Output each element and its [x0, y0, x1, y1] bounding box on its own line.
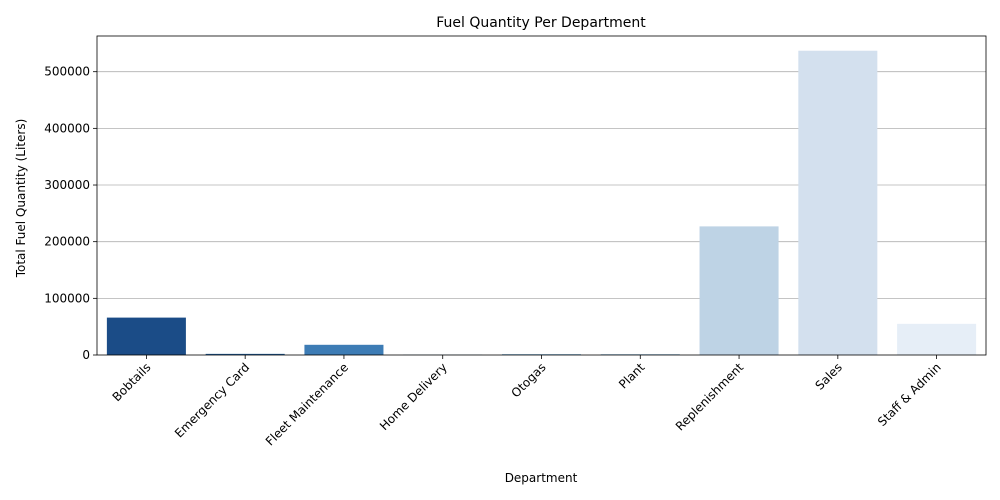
x-axis-label: Department: [505, 471, 578, 485]
bar: [106, 317, 186, 355]
y-tick-label: 400000: [44, 121, 90, 135]
x-tick-label: Fleet Maintenance: [263, 360, 351, 448]
bar: [600, 354, 680, 355]
y-tick-label: 300000: [44, 178, 90, 192]
y-tick-label: 0: [82, 348, 90, 362]
x-tick-label: Plant: [616, 360, 647, 391]
bars: [106, 50, 977, 356]
y-tick-label: 200000: [44, 235, 90, 249]
x-tick-label: Staff & Admin: [875, 360, 944, 429]
y-axis-ticks: 0 100000 200000 300000 400000 500000: [44, 65, 97, 362]
bar: [897, 323, 977, 355]
x-tick-label: Sales: [812, 360, 844, 392]
y-tick-label: 100000: [44, 291, 90, 305]
chart-title: Fuel Quantity Per Department: [436, 15, 646, 31]
bar: [304, 344, 384, 355]
x-tick-label: Bobtails: [110, 360, 154, 404]
bar: [205, 353, 285, 355]
y-axis-label: Total Fuel Quantity (Liters): [14, 119, 28, 279]
x-tick-label: Replenishment: [673, 360, 747, 434]
bar: [501, 354, 582, 355]
x-tick-label: Home Delivery: [377, 360, 450, 433]
x-tick-label: Otogas: [509, 360, 549, 400]
x-axis-ticks: Bobtails Emergency Card Fleet Maintenance H…: [110, 355, 944, 448]
bar: [798, 50, 878, 356]
y-tick-label: 500000: [44, 65, 90, 79]
x-tick-label: Emergency Card: [172, 360, 252, 440]
bar: [699, 226, 779, 355]
